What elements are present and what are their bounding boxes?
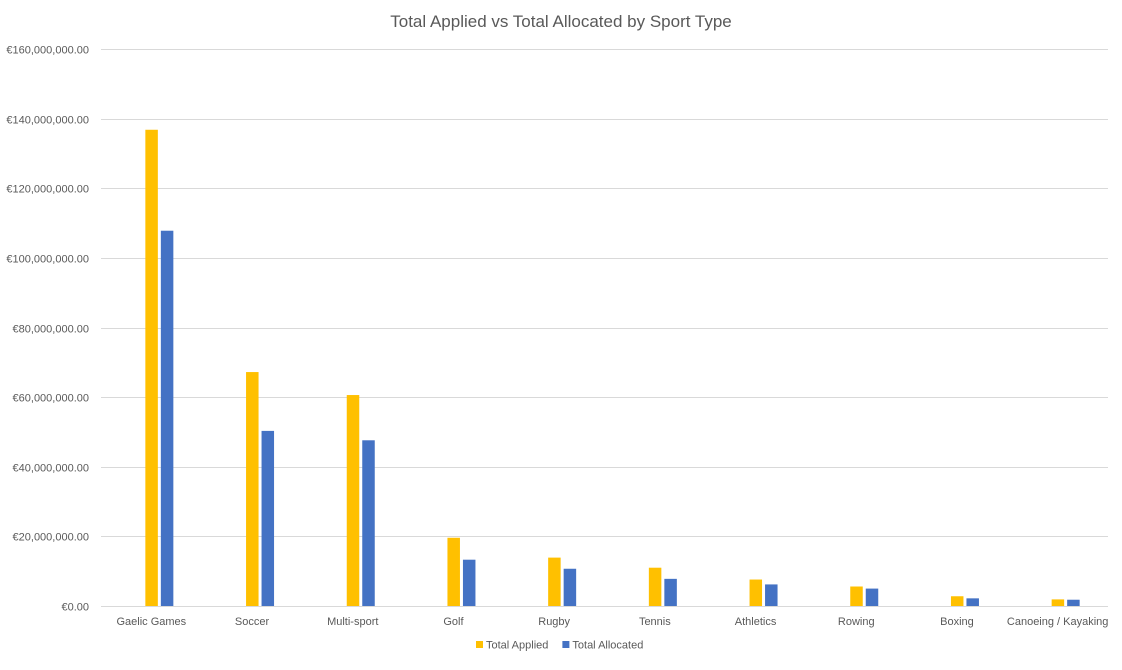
bar-total-allocated [966,598,979,606]
x-category-label: Athletics [735,616,777,628]
legend-label: Total Allocated [572,640,643,652]
x-category-label: Rowing [838,616,875,628]
bar-total-allocated [563,568,577,606]
chart-title: Total Applied vs Total Allocated by Spor… [390,12,731,31]
bar-total-applied [648,567,662,606]
x-category-label: Multi-sport [327,616,378,628]
x-category-label: Golf [443,616,464,628]
x-category-label: Soccer [235,616,270,628]
y-tick-label: €0.00 [61,602,89,614]
bar-total-allocated [261,430,275,606]
bar-total-applied [246,372,259,606]
bar-total-applied [145,129,158,606]
x-category-label: Tennis [639,616,671,628]
bar-total-allocated [362,440,375,606]
y-tick-label: €20,000,000.00 [13,532,89,544]
category-labels: Gaelic Games Soccer Multi-sport Golf Rugby Te… [116,616,1108,628]
bar-total-allocated [765,584,778,606]
x-category-label: Boxing [940,616,974,628]
x-category-label: Gaelic Games [116,616,186,628]
legend-label: Total Applied [486,640,548,652]
legend: Total Applied Total Allocated [476,640,643,652]
x-category-label: Rugby [538,616,570,628]
legend-swatch [562,641,570,648]
y-tick-label: €120,000,000.00 [6,184,89,196]
y-tick-label: €100,000,000.00 [6,254,89,266]
bar-total-applied [447,537,460,606]
y-tick-label: €160,000,000.00 [6,45,89,57]
bar-total-applied [850,586,863,606]
bar-total-applied [749,579,763,606]
y-axis-ticks: €0.00 €20,000,000.00 €40,000,000.00 €60,000… [6,45,89,614]
bar-total-applied [1051,599,1065,606]
y-tick-label: €60,000,000.00 [13,393,89,405]
bar-total-allocated [1067,599,1080,606]
bar-total-allocated [865,588,879,606]
bar-total-applied [346,395,360,606]
bar-total-applied [548,557,561,606]
y-tick-label: €140,000,000.00 [6,115,89,127]
x-category-label: Canoeing / Kayaking [1007,616,1109,628]
bar-total-allocated [664,578,677,606]
legend-swatch [476,641,483,648]
y-tick-label: €80,000,000.00 [13,324,89,336]
bar-total-allocated [462,559,476,606]
y-tick-label: €40,000,000.00 [13,463,89,475]
bar-total-applied [950,596,964,606]
bar-total-allocated [160,230,174,606]
bars [145,129,1080,606]
